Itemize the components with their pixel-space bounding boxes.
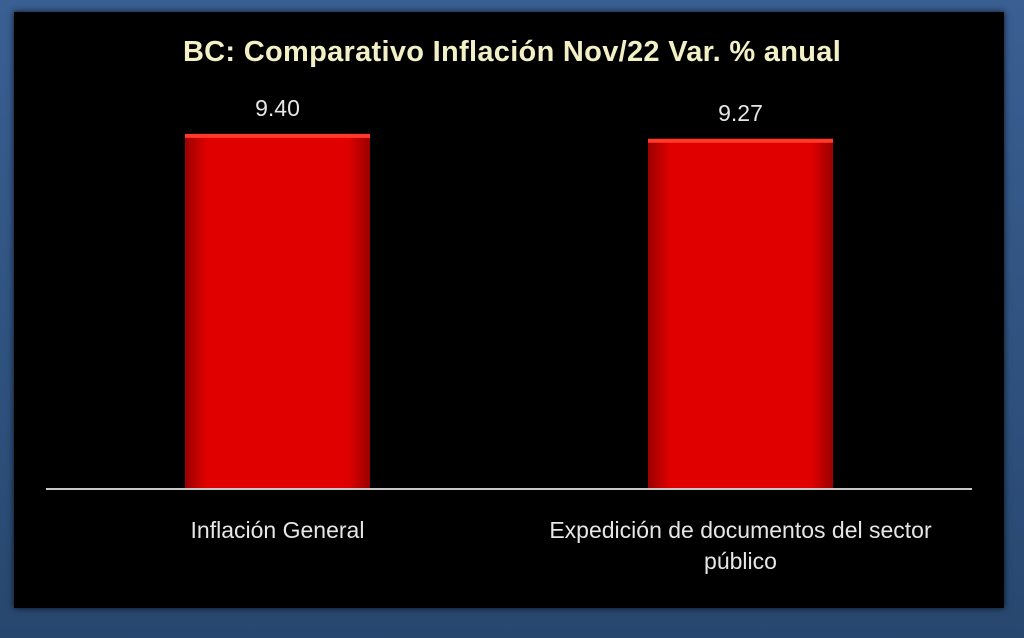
category-label-2-line-2: público [704,548,777,574]
chart-title: BC: Comparativo Inflación Nov/22 Var. % … [182,36,842,68]
bar-2 [648,138,833,489]
bar-top-edge-2 [648,138,833,143]
category-label-2-line-1: Expedición de documentos del sector [549,517,932,543]
data-label-1: 9.40 [255,95,300,121]
bar-top-edge-1 [185,133,370,138]
chart-panel [14,12,1004,608]
category-label-1-line-1: Inflación General [191,517,365,543]
data-label-2: 9.27 [718,100,763,126]
bar-1 [185,133,370,489]
